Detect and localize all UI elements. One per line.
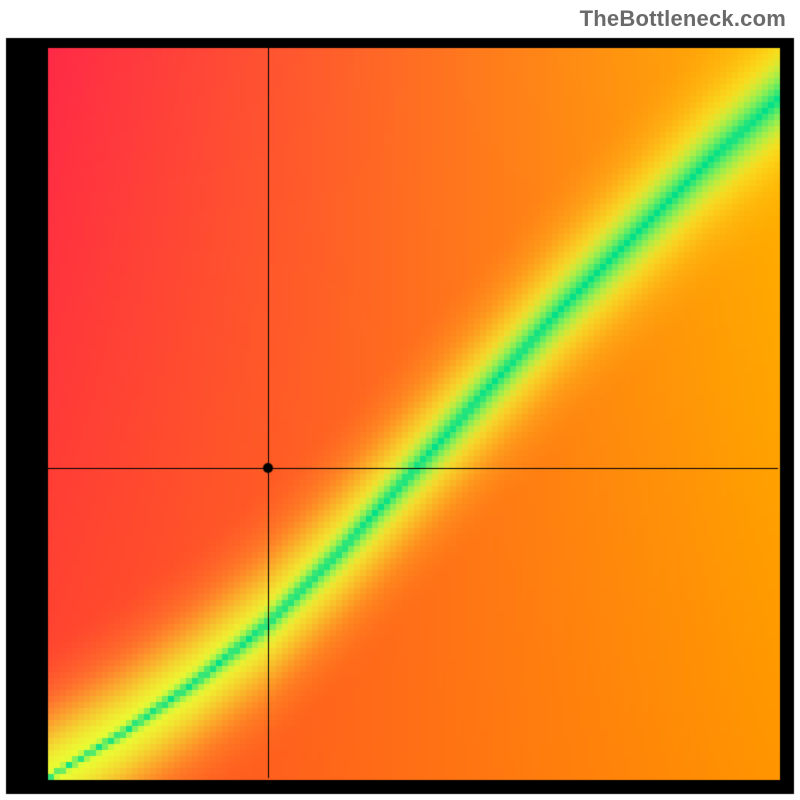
bottleneck-heatmap-canvas [0,0,800,800]
chart-container: TheBottleneck.com [0,0,800,800]
watermark-text: TheBottleneck.com [580,6,786,32]
